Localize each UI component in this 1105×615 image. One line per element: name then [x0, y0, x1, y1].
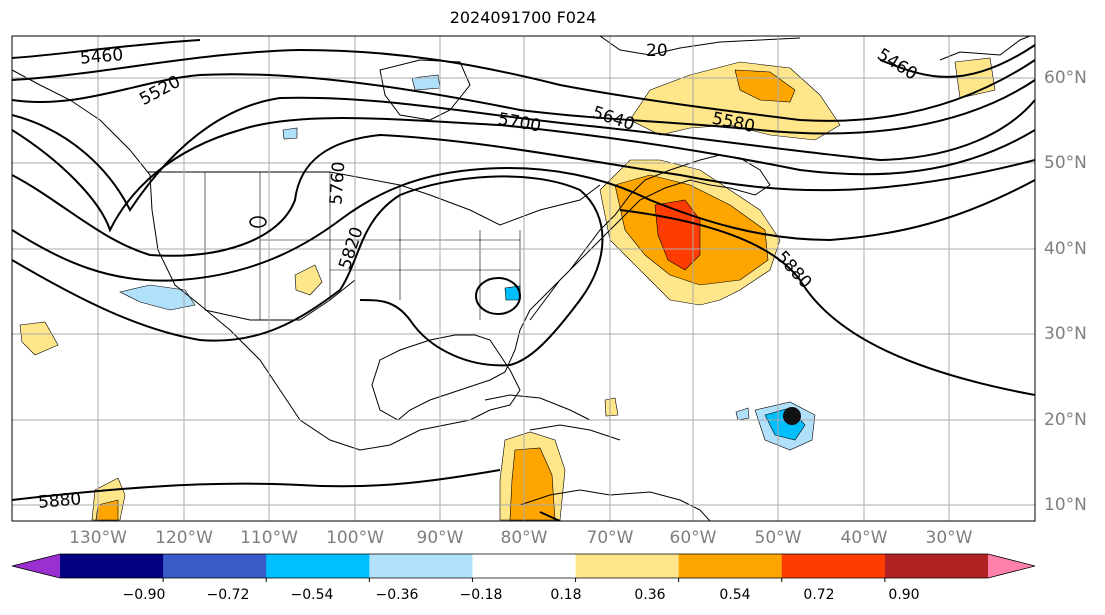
- colorbar-swatch: [369, 554, 473, 578]
- colorbar-tick-label: −0.36: [375, 587, 419, 603]
- colorbar-tick-label: −0.72: [206, 587, 250, 603]
- colorbar-extend-low: [12, 554, 60, 578]
- colorbar-swatch: [60, 554, 164, 578]
- latitude-label: 10°N: [1044, 495, 1087, 515]
- map-frame: [11, 35, 1036, 522]
- contour-label: 5460: [79, 45, 124, 69]
- cuba-coast: [484, 394, 621, 441]
- colorbar-tick-label: −0.18: [459, 587, 503, 603]
- closed-contour-idaho: [249, 216, 267, 228]
- contour-label: 5880: [37, 489, 82, 513]
- map-title: 2024091700 F024: [449, 8, 597, 27]
- contour-label: 20: [646, 41, 668, 61]
- contour-5880-south: [12, 469, 561, 521]
- height-contours: [12, 39, 1035, 521]
- baja-negative: [119, 284, 196, 311]
- greenland-coast: [599, 36, 1031, 61]
- colorbar-tick-label: 0.90: [888, 587, 920, 603]
- colorbar-tick-label: 0.72: [803, 587, 835, 603]
- colorbar-tick-label: −0.54: [290, 587, 334, 603]
- contour-label: 5760: [326, 161, 349, 206]
- longitude-label: 100°W: [326, 528, 384, 548]
- north-positive-outer: [629, 61, 841, 141]
- contour-5640: [12, 96, 1035, 212]
- contour-5460: [12, 39, 1035, 78]
- colorbar-tick-label: 0.54: [719, 587, 751, 603]
- colorbar-swatch: [266, 554, 370, 578]
- longitude-label: 30°W: [925, 528, 973, 548]
- colorbar-swatch: [575, 554, 680, 578]
- contour-5700: [12, 117, 1035, 233]
- contour-5520: [12, 48, 1035, 122]
- atlantic-small-negative: [735, 407, 750, 421]
- longitude-label: 110°W: [240, 528, 298, 548]
- colorbar-swatch: [884, 554, 989, 578]
- latitude-label: 30°N: [1044, 324, 1087, 344]
- colorbar-swatch: [678, 554, 783, 578]
- contour-5760: [12, 133, 1035, 257]
- longitude-label: 80°W: [500, 528, 548, 548]
- colorbar-tick-label: 0.36: [634, 587, 666, 603]
- colorbar-swatch: [472, 554, 577, 578]
- anomaly-shading: [19, 57, 996, 521]
- longitude-label: 90°W: [416, 528, 464, 548]
- contour-5820: [12, 167, 1035, 282]
- graticule: [12, 36, 1035, 521]
- longitude-label: 120°W: [155, 528, 213, 548]
- caribbean-positive-mid: [509, 447, 556, 521]
- colorbar-extend-high: [988, 554, 1035, 578]
- colorbar-swatch: [163, 554, 267, 578]
- contour-5880-main: [12, 175, 1035, 396]
- closed-contour-carolina: [475, 277, 521, 315]
- us-mexico-border: [204, 279, 356, 321]
- storm-center-marker: [783, 407, 801, 425]
- longitude-label: 130°W: [69, 528, 127, 548]
- texas-positive: [294, 264, 323, 296]
- colorbar-tick-label: 0.18: [550, 587, 582, 603]
- longitude-label: 60°W: [669, 528, 717, 548]
- us-canada-border: [148, 171, 601, 226]
- latitude-label: 20°N: [1044, 410, 1087, 430]
- south-america-coast: [519, 489, 711, 521]
- latitude-label: 60°N: [1044, 68, 1087, 88]
- canada-negative-2: [282, 127, 298, 140]
- pacific-positive-2: [19, 321, 59, 356]
- longitude-label: 40°W: [840, 528, 888, 548]
- longitude-label: 70°W: [586, 528, 634, 548]
- atlantic-small-positive: [604, 397, 619, 417]
- contour-5580: [12, 73, 1035, 135]
- canada-negative: [411, 74, 441, 91]
- colorbar-tick-label: −0.90: [122, 587, 166, 603]
- latitude-label: 50°N: [1044, 153, 1087, 173]
- latitude-label: 40°N: [1044, 239, 1087, 259]
- longitude-label: 50°W: [754, 528, 802, 548]
- colorbar: [11, 553, 1036, 582]
- colorbar-outline: [11, 553, 1036, 579]
- colorbar-swatch: [781, 554, 886, 578]
